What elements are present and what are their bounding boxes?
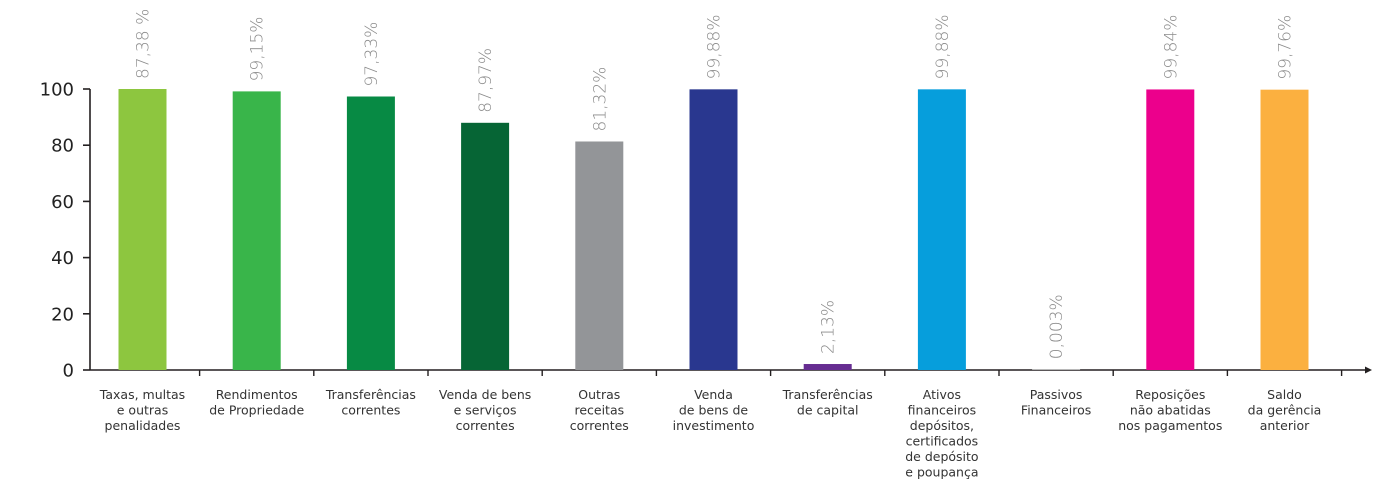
y-tick-label: 40 [51,248,74,269]
category-label-line: Ativos [923,387,961,402]
bar [461,122,510,371]
data-label: 99,84% [1161,15,1181,80]
y-tick-label: 80 [51,136,74,157]
category-label-line: financeiros [908,403,976,418]
category-label-line: nos pagamentos [1118,418,1222,433]
category-label: Ativosfinanceirosdepósitos,certificadosd… [905,387,978,480]
category-label-line: e poupança [905,465,978,480]
x-axis-arrow [1365,366,1372,374]
category-label-line: receitas [574,403,624,418]
category-label-line: anterior [1260,418,1310,433]
category-label-line: de capital [797,403,859,418]
category-label-line: penalidades [105,418,181,433]
bar [232,91,281,371]
category-label-line: Venda de bens [439,387,531,402]
data-label: 87,38 % [134,9,154,79]
category-label-line: de depósito [905,449,978,464]
bar [118,89,167,370]
bars [118,89,1309,371]
category-label-line: e outras [117,403,168,418]
category-label-line: correntes [341,403,400,418]
bar [1146,89,1195,371]
category-label-line: depósitos, [910,418,974,433]
category-label-line: Rendimentos [216,387,298,402]
category-label-line: Transferências [782,387,873,402]
category-label-line: não abatidas [1130,403,1211,418]
bar [1032,369,1081,370]
category-label-line: certificados [906,434,979,449]
y-tick-label: 60 [51,192,74,213]
data-labels: 87,38 % 99,15% 97,33% 87,97% 81,32% 99,88% 2,1… [134,9,1296,359]
bar [1260,89,1309,370]
bar [346,96,395,371]
category-label-line: Taxas, multas [99,387,185,402]
data-label: 99,88% [933,15,953,80]
category-label-line: Saldo [1267,387,1302,402]
category-label-line: Passivos [1030,387,1083,402]
category-label-line: Reposições [1135,387,1205,402]
bar [803,364,852,370]
category-label-line: investimento [673,418,755,433]
y-axis: 0 20 40 60 80 100 [40,80,91,382]
category-label-line: Transferências [325,387,416,402]
data-label: 99,76% [1276,15,1296,80]
category-label-line: de Propriedade [209,403,304,418]
bar [575,141,624,370]
data-label: 99,88% [705,15,725,80]
y-tick-label: 20 [51,304,74,325]
category-label-line: e serviços [454,403,517,418]
y-tick-label: 100 [40,80,74,101]
bar [917,89,966,371]
bar [689,89,738,371]
category-label-line: correntes [456,418,515,433]
data-label: 87,97% [476,48,496,113]
data-label: 0,003% [1047,294,1067,359]
data-label: 97,33% [362,22,382,87]
data-label: 2,13% [819,300,839,354]
category-label-line: da gerência [1248,403,1322,418]
category-label-line: de bens de [679,403,749,418]
category-label-line: correntes [570,418,629,433]
category-label-line: Outras [578,387,620,402]
category-label-line: Financeiros [1021,403,1091,418]
data-label: 81,32% [590,67,610,132]
data-label: 99,15% [248,17,268,82]
y-tick-label: 0 [63,361,74,382]
category-label-line: Venda [694,387,733,402]
